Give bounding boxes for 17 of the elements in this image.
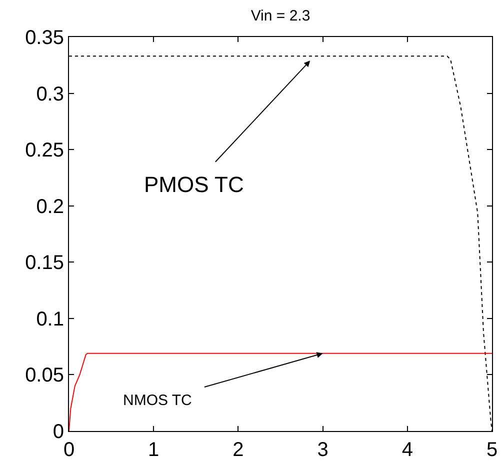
line-series [69,352,492,431]
y-tick-label: 0.05 [25,364,64,387]
y-tick-label: 0.25 [25,140,64,162]
x-tick-label: 5 [486,439,498,461]
x-tick-label: 4 [402,439,413,461]
y-tick-label: 0.2 [36,196,64,218]
annotation: NMOS TC [123,392,192,409]
annotation: PMOS TC [144,172,244,197]
chart-title: Vin = 2.3 [250,8,310,24]
y-tick-label: 0 [52,421,64,443]
x-tick-label: 1 [148,439,160,461]
x-tick-label: 3 [317,439,328,461]
y-tick-label: 0.1 [36,308,64,330]
y-tick-label: 0.35 [25,27,64,49]
y-tick-label: 0.3 [36,83,64,106]
y-tick-label: 0.15 [25,252,64,274]
x-tick-label: 2 [232,439,244,461]
